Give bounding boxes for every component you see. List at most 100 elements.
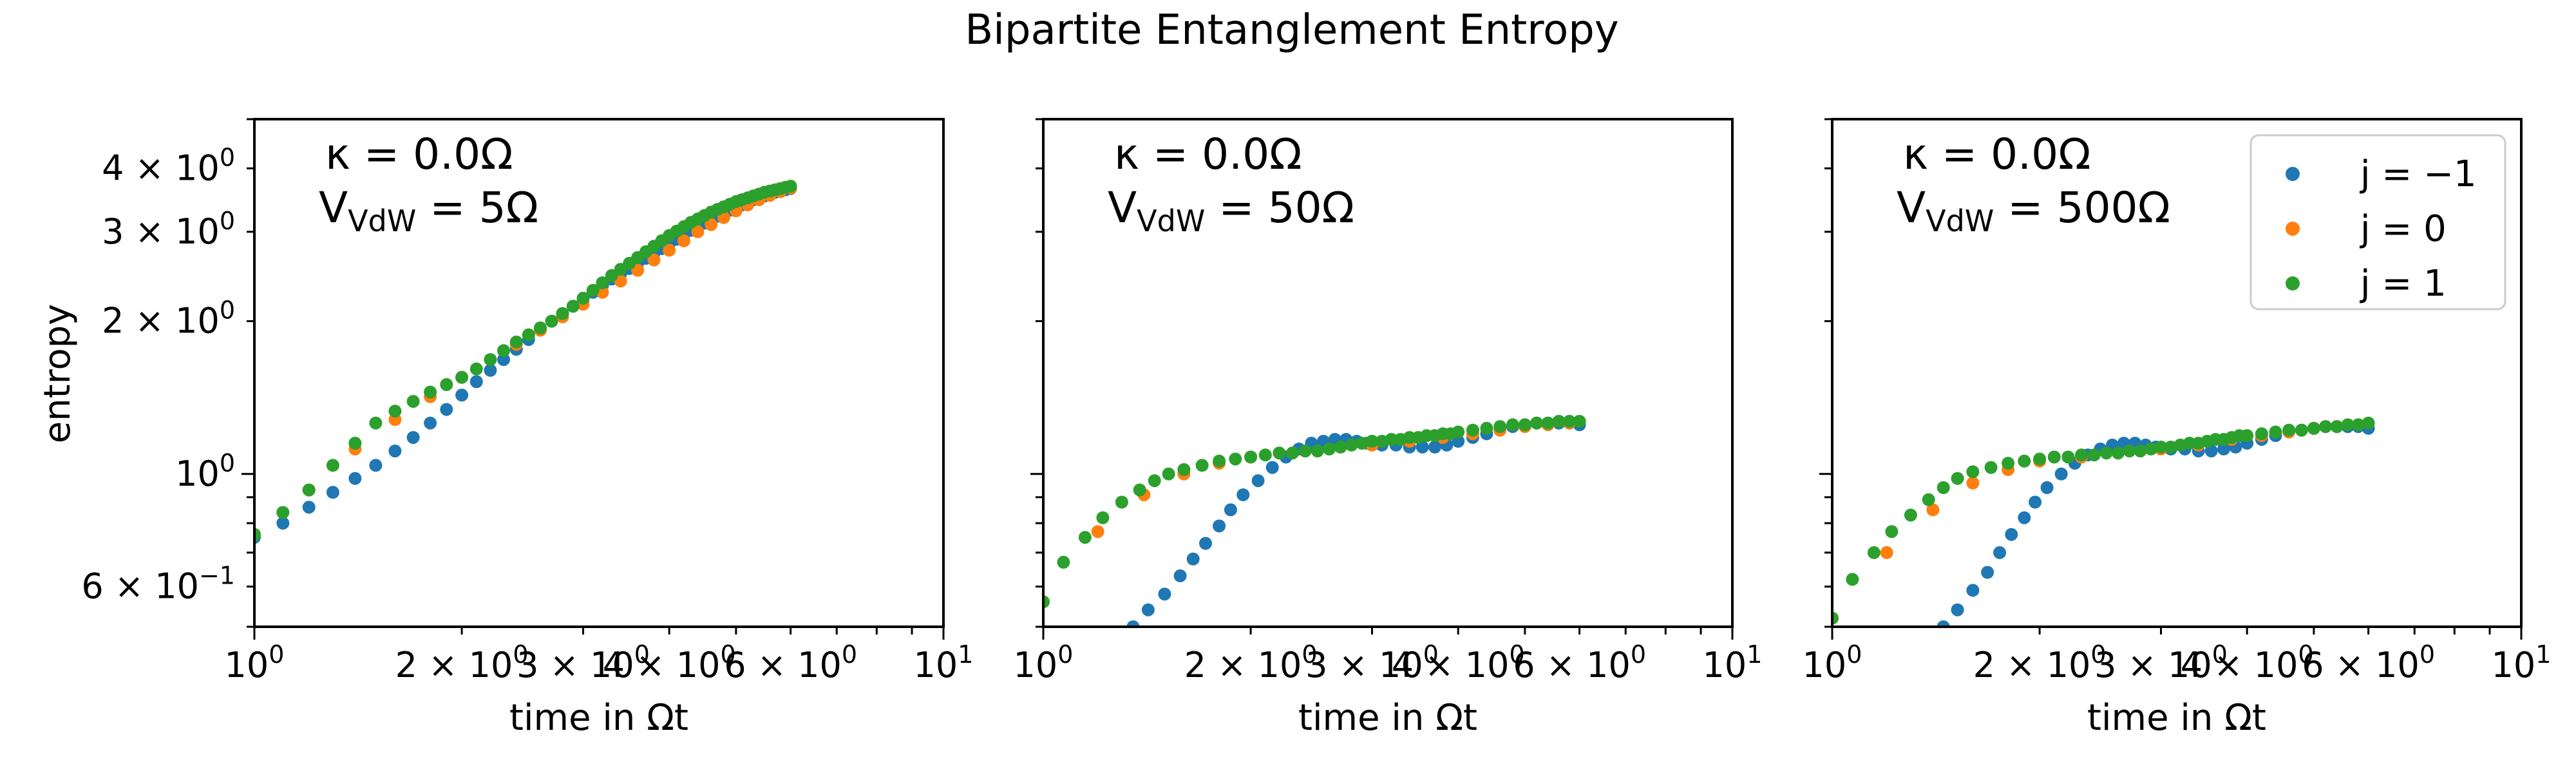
data-point <box>484 353 497 367</box>
data-point <box>2002 457 2015 470</box>
data-point <box>576 291 590 305</box>
y-tick-label: 2 × 100 <box>102 296 235 341</box>
x-tick-label: 4 × 100 <box>603 640 736 685</box>
legend: j = −1 j = 0 j = 1 <box>2249 134 2506 310</box>
legend-label: j = 1 <box>2359 263 2447 305</box>
data-point <box>1091 525 1104 539</box>
data-point <box>1345 438 1358 452</box>
data-point <box>1385 433 1398 446</box>
data-point <box>1078 531 1092 544</box>
x-tick-label: 3 × 100 <box>2094 640 2228 685</box>
data-point <box>302 501 316 514</box>
data-point <box>2061 450 2075 464</box>
data-point <box>1115 495 1128 509</box>
data-point <box>1562 415 1576 428</box>
data-point <box>1195 459 1209 472</box>
data-point <box>1199 537 1212 550</box>
data-point <box>2144 443 2157 455</box>
x-tick-label: 6 × 100 <box>724 640 857 685</box>
data-point <box>1133 483 1146 497</box>
data-point <box>1416 441 1429 453</box>
data-point <box>2307 421 2320 435</box>
data-point <box>1244 450 1258 464</box>
data-point <box>1966 476 1980 490</box>
x-tick-label: 101 <box>1703 640 1763 685</box>
data-point <box>647 253 661 267</box>
annotation-kappa: κ = 0.0Ω <box>1903 129 2091 179</box>
data-point <box>1273 446 1286 460</box>
data-point <box>1323 443 1336 455</box>
annotation-kappa: κ = 0.0Ω <box>325 129 513 179</box>
legend-marker <box>2286 276 2300 291</box>
data-point <box>1885 525 1899 539</box>
data-point <box>2087 448 2101 462</box>
data-point <box>369 459 383 472</box>
data-point <box>455 388 469 402</box>
data-point <box>2040 481 2054 494</box>
data-point <box>2282 423 2296 437</box>
data-point <box>1926 503 1940 517</box>
data-point <box>1365 435 1379 448</box>
data-point <box>424 416 437 430</box>
data-point <box>1141 603 1155 616</box>
data-point <box>455 370 469 384</box>
data-point <box>1224 503 1237 517</box>
data-point <box>1832 611 1839 625</box>
data-point <box>2362 416 2375 430</box>
x-tick-label: 6 × 100 <box>2302 640 2435 685</box>
data-point <box>2154 441 2168 453</box>
data-point <box>440 403 453 416</box>
data-point <box>2112 446 2125 460</box>
x-tick-label: 2 × 100 <box>395 640 529 685</box>
x-axis-label: time in Ωt <box>2087 697 2266 739</box>
x-axis-label: time in Ωt <box>1298 697 1477 739</box>
data-point <box>348 437 362 450</box>
data-point <box>1428 441 1441 453</box>
plot-area <box>1043 415 1586 627</box>
data-point <box>534 321 547 334</box>
data-point <box>566 300 580 313</box>
data-point <box>1213 454 1226 468</box>
data-point <box>1258 448 1272 462</box>
data-point <box>1057 555 1070 569</box>
data-point <box>2319 420 2333 434</box>
data-point <box>1158 587 1171 601</box>
x-tick-label: 2 × 100 <box>1184 640 1318 685</box>
data-point <box>1530 416 1544 430</box>
data-point <box>2054 467 2068 481</box>
axes-frame <box>253 118 945 628</box>
data-point <box>509 335 523 348</box>
data-point <box>691 225 705 238</box>
data-point <box>1573 415 1586 428</box>
x-tick-label: 6 × 100 <box>1513 640 1646 685</box>
data-point <box>2341 418 2354 432</box>
y-tick-label: 6 × 10−1 <box>81 562 235 607</box>
data-point <box>1493 420 1507 434</box>
data-point <box>596 276 609 289</box>
data-point <box>1951 472 1964 485</box>
data-point <box>1177 463 1191 476</box>
data-point <box>605 269 618 282</box>
data-point <box>1904 508 1917 522</box>
data-point <box>326 486 339 499</box>
data-point <box>406 431 420 444</box>
data-point <box>2183 437 2196 450</box>
data-point <box>254 528 261 541</box>
data-point <box>276 506 290 519</box>
data-point <box>677 234 690 247</box>
data-point <box>2029 495 2042 509</box>
data-point <box>545 314 558 328</box>
data-point <box>1355 437 1368 450</box>
data-point <box>556 307 569 320</box>
data-point <box>2255 427 2268 441</box>
legend-label: j = −1 <box>2359 153 2477 195</box>
data-point <box>1966 465 1980 479</box>
data-point <box>1162 467 1175 481</box>
data-point <box>705 218 718 231</box>
x-tick-label: 100 <box>1803 640 1862 685</box>
data-point <box>1126 620 1140 627</box>
legend-marker <box>2286 167 2300 181</box>
data-point <box>784 180 797 193</box>
